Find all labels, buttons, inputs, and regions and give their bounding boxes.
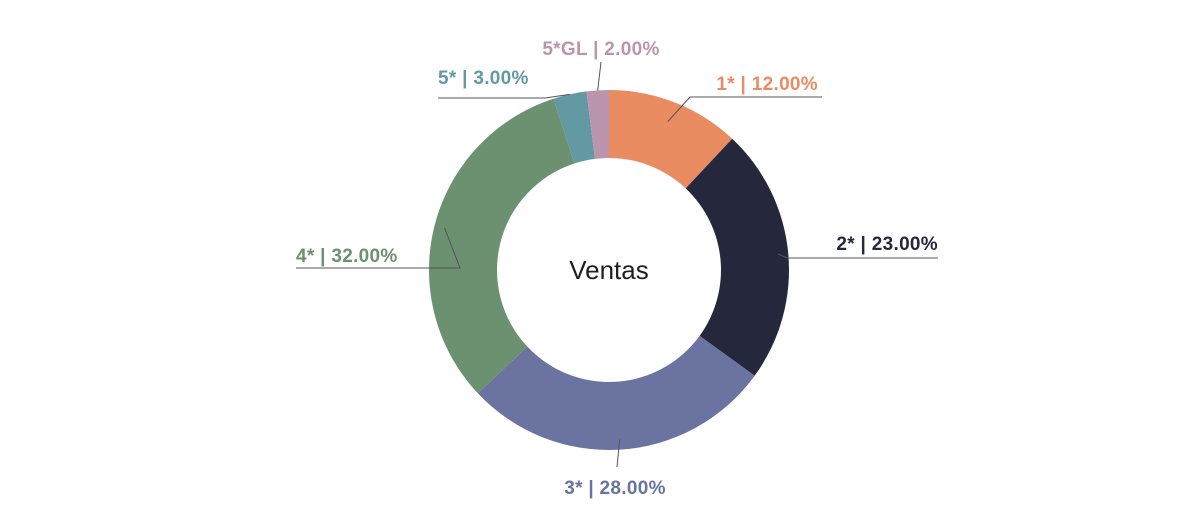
slice-5stargl — [586, 90, 609, 159]
slice-3star — [477, 335, 755, 450]
leader-line-5star — [438, 93, 570, 99]
data-label-5star: 5* | 3.00% — [438, 68, 529, 89]
center-label: Ventas — [569, 255, 649, 285]
leader-line-3star — [616, 439, 621, 468]
slice-2star — [685, 138, 790, 376]
slices-group — [429, 90, 790, 450]
slice-4star — [429, 98, 575, 394]
slice-5star — [553, 91, 595, 164]
data-label-3star: 3* | 28.00% — [564, 478, 666, 499]
labels-group: 1* | 12.00% 2* | 23.00% 3* | 28.00% 4* | 32… — [296, 39, 938, 499]
leader-line-5stargl — [597, 61, 602, 91]
leader-line-1star — [667, 96, 822, 122]
leader-line-4star — [296, 227, 461, 269]
data-label-4star: 4* | 32.00% — [296, 246, 398, 267]
leader-lines-group — [296, 61, 938, 468]
data-label-2star: 2* | 23.00% — [836, 234, 938, 255]
data-label-1star: 1* | 12.00% — [716, 74, 818, 95]
data-label-5stargl: 5*GL | 2.00% — [542, 39, 659, 60]
slice-1star — [609, 90, 733, 189]
leader-line-2star — [777, 253, 938, 259]
